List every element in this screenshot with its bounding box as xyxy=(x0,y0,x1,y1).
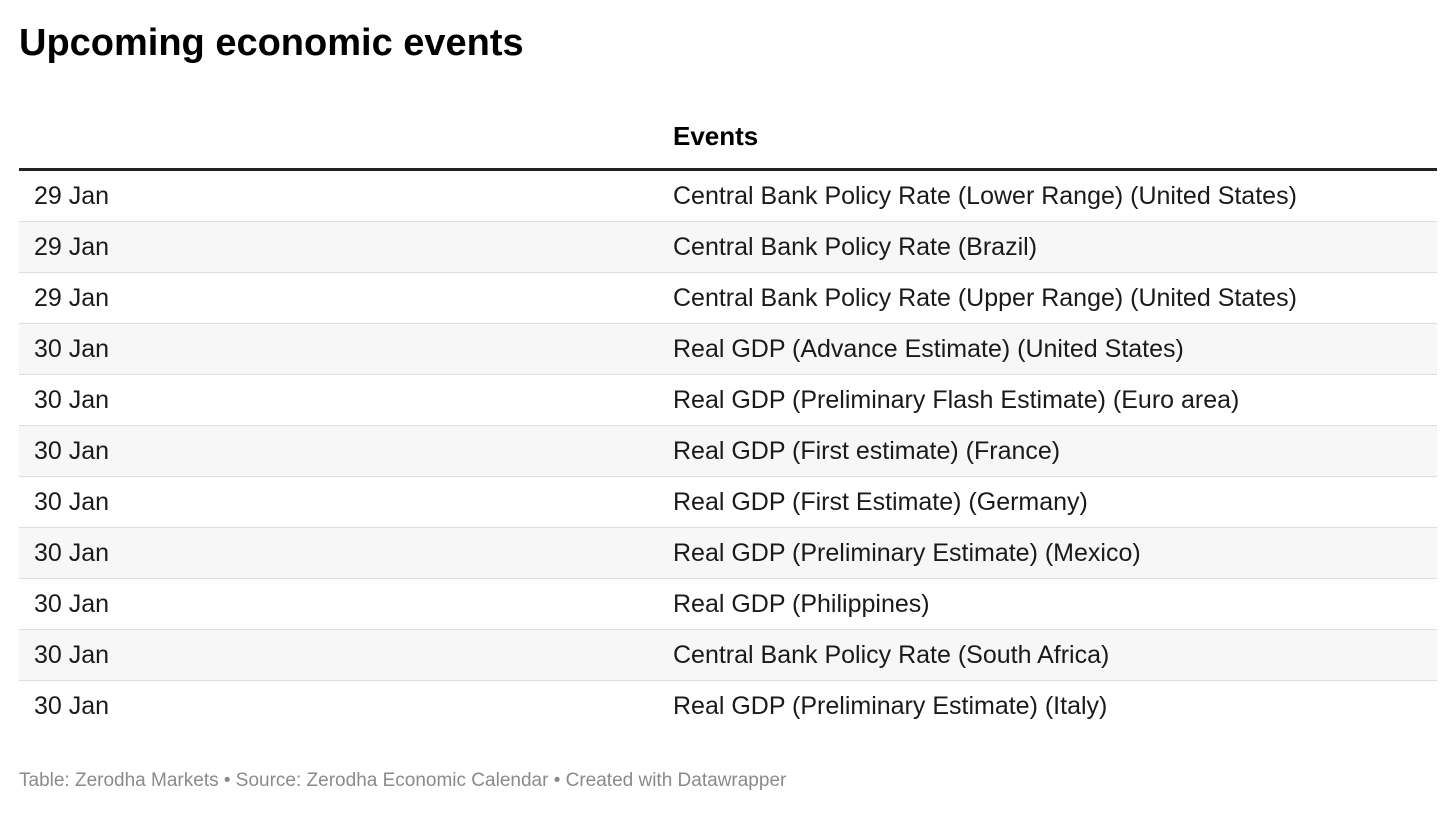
cell-date: 30 Jan xyxy=(34,692,110,720)
cell-date: 29 Jan xyxy=(34,284,110,312)
table-row: 30 Jan Real GDP (Philippines) xyxy=(19,579,1437,630)
cell-date: 30 Jan xyxy=(34,641,110,669)
table-row: 30 Jan Real GDP (First Estimate) (Germany… xyxy=(19,477,1437,528)
cell-date: 30 Jan xyxy=(34,539,110,567)
cell-date: 30 Jan xyxy=(34,335,110,363)
cell-date: 29 Jan xyxy=(34,233,110,261)
events-table: Events 29 Jan Central Bank Policy Rate (L… xyxy=(19,114,1437,732)
cell-date: 30 Jan xyxy=(34,488,110,516)
cell-event: Real GDP (Preliminary Flash Estimate) (E… xyxy=(673,386,1240,414)
table-header: Events xyxy=(19,114,1437,171)
table-row: 29 Jan Central Bank Policy Rate (Brazil) xyxy=(19,222,1437,273)
cell-event: Central Bank Policy Rate (Upper Range) (… xyxy=(673,284,1297,312)
cell-date: 30 Jan xyxy=(34,386,110,414)
cell-event: Central Bank Policy Rate (Brazil) xyxy=(673,233,1038,261)
cell-event: Real GDP (First Estimate) (Germany) xyxy=(673,488,1088,516)
cell-event: Real GDP (First estimate) (France) xyxy=(673,437,1061,465)
table-row: 30 Jan Real GDP (Advance Estimate) (Unite… xyxy=(19,324,1437,375)
table-footer: Table: Zerodha Markets • Source: Zerodha… xyxy=(19,770,787,791)
table-row: 30 Jan Real GDP (Preliminary Flash Estima… xyxy=(19,375,1437,426)
cell-event: Real GDP (Preliminary Estimate) (Mexico) xyxy=(673,539,1141,567)
column-header-events: Events xyxy=(673,121,759,151)
table-row: 30 Jan Central Bank Policy Rate (South Af… xyxy=(19,630,1437,681)
table-row: 30 Jan Real GDP (Preliminary Estimate) (M… xyxy=(19,528,1437,579)
table-row: 29 Jan Central Bank Policy Rate (Upper Ra… xyxy=(19,273,1437,324)
table-body: 29 Jan Central Bank Policy Rate (Lower Ra… xyxy=(19,171,1437,732)
cell-date: 30 Jan xyxy=(34,437,110,465)
table-title: Upcoming economic events xyxy=(19,22,524,64)
table-row: 29 Jan Central Bank Policy Rate (Lower Ra… xyxy=(19,171,1437,222)
cell-event: Real GDP (Advance Estimate) (United Stat… xyxy=(673,335,1184,363)
cell-event: Central Bank Policy Rate (South Africa) xyxy=(673,641,1110,669)
cell-event: Real GDP (Philippines) xyxy=(673,590,930,618)
cell-event: Real GDP (Preliminary Estimate) (Italy) xyxy=(673,692,1108,720)
table-row: 30 Jan Real GDP (First estimate) (France) xyxy=(19,426,1437,477)
cell-date: 29 Jan xyxy=(34,182,110,210)
cell-event: Central Bank Policy Rate (Lower Range) (… xyxy=(673,182,1297,210)
table-row: 30 Jan Real GDP (Preliminary Estimate) (I… xyxy=(19,681,1437,732)
cell-date: 30 Jan xyxy=(34,590,110,618)
